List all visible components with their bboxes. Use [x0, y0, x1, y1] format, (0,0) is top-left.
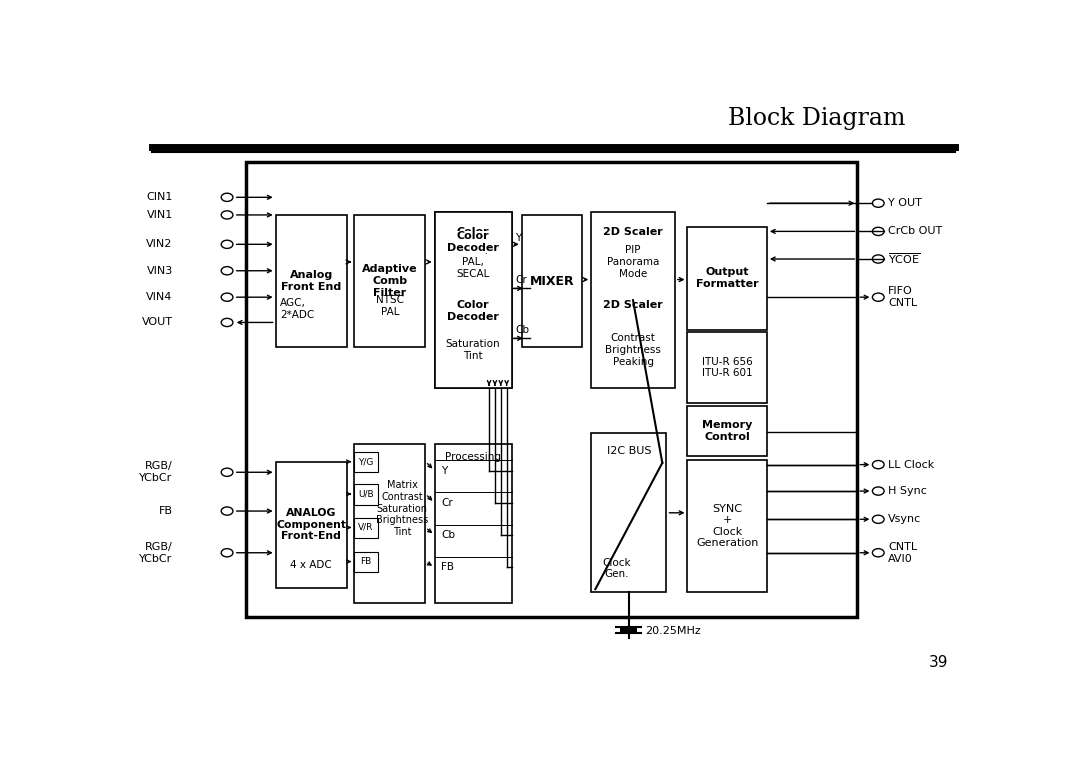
- Text: VIN1: VIN1: [147, 210, 173, 220]
- Bar: [434, 212, 512, 388]
- Bar: [591, 212, 675, 388]
- Text: Block Diagram: Block Diagram: [728, 107, 905, 130]
- Text: VIN3: VIN3: [147, 266, 173, 275]
- Text: LL Clock: LL Clock: [889, 459, 934, 470]
- Text: FIFO
CNTL: FIFO CNTL: [889, 286, 917, 308]
- Text: Color
Decoder: Color Decoder: [447, 300, 499, 322]
- Text: Y: Y: [515, 233, 522, 243]
- Text: Matrix
Contrast
Saturation
Brightness
Tint: Matrix Contrast Saturation Brightness Ti…: [376, 481, 428, 537]
- Bar: [275, 215, 347, 347]
- Text: Cb: Cb: [442, 530, 456, 540]
- Bar: [354, 484, 378, 504]
- Bar: [354, 452, 378, 472]
- Text: 39: 39: [929, 655, 948, 670]
- Text: FB: FB: [159, 506, 173, 516]
- Text: Vsync: Vsync: [889, 514, 921, 524]
- Text: CIN1: CIN1: [146, 192, 173, 202]
- Bar: [246, 162, 858, 617]
- Text: 2D Scaler: 2D Scaler: [603, 227, 663, 237]
- Text: VOUT: VOUT: [141, 317, 173, 327]
- Text: V/R: V/R: [359, 523, 374, 532]
- Bar: [354, 215, 426, 347]
- Text: I2C BUS: I2C BUS: [607, 446, 651, 456]
- Text: RGB/
YCbCr: RGB/ YCbCr: [139, 542, 173, 564]
- Text: ANALOG
Component
Front-End: ANALOG Component Front-End: [276, 508, 347, 542]
- Text: $\overline{\rm YCOE}$: $\overline{\rm YCOE}$: [889, 252, 920, 266]
- Text: 2D Scaler: 2D Scaler: [603, 300, 663, 310]
- Bar: [688, 406, 767, 456]
- Text: Color
Decoder: Color Decoder: [447, 231, 499, 253]
- Text: Memory
Control: Memory Control: [702, 420, 753, 442]
- Bar: [434, 212, 512, 388]
- Text: SYNC
+
Clock
Generation: SYNC + Clock Generation: [696, 504, 758, 549]
- Text: CNTL
AVI0: CNTL AVI0: [889, 542, 917, 564]
- Text: VIN2: VIN2: [146, 240, 173, 250]
- Text: 4 x ADC: 4 x ADC: [291, 559, 332, 569]
- Bar: [354, 552, 378, 572]
- Text: CrCb OUT: CrCb OUT: [889, 227, 943, 237]
- Text: Clock
Gen.: Clock Gen.: [602, 558, 631, 579]
- Text: Contrast
Brightness
Peaking: Contrast Brightness Peaking: [605, 333, 661, 367]
- Bar: [688, 460, 767, 592]
- Text: FB: FB: [442, 562, 455, 572]
- Text: RGB/
YCbCr: RGB/ YCbCr: [139, 462, 173, 483]
- Text: Color
Decoder: Color Decoder: [447, 227, 499, 248]
- Bar: [354, 517, 378, 538]
- Bar: [522, 215, 582, 347]
- Text: PIP
Panorama
Mode: PIP Panorama Mode: [607, 246, 659, 278]
- Text: H Sync: H Sync: [889, 486, 927, 496]
- Bar: [688, 333, 767, 403]
- Text: Analog
Front End: Analog Front End: [281, 270, 341, 291]
- Bar: [275, 462, 347, 588]
- Bar: [688, 227, 767, 330]
- Text: VIN4: VIN4: [146, 292, 173, 302]
- Text: Y OUT: Y OUT: [889, 198, 922, 208]
- Text: Adaptive
Comb
Filter: Adaptive Comb Filter: [362, 265, 418, 298]
- Text: Cr: Cr: [515, 275, 527, 285]
- Text: ITU-R 656
ITU-R 601: ITU-R 656 ITU-R 601: [702, 357, 753, 378]
- Text: Cb: Cb: [515, 324, 529, 334]
- Text: Processing: Processing: [445, 452, 501, 462]
- Bar: [354, 444, 426, 603]
- Text: Y/G: Y/G: [359, 457, 374, 466]
- Bar: [620, 627, 637, 632]
- Text: Cr: Cr: [442, 497, 454, 508]
- Bar: [591, 433, 666, 592]
- Text: NTSC,
PAL,
SECAL: NTSC, PAL, SECAL: [457, 246, 490, 278]
- Text: FB: FB: [361, 557, 372, 566]
- Text: AGC,
2*ADC: AGC, 2*ADC: [280, 298, 314, 320]
- Text: NTSC
PAL: NTSC PAL: [376, 295, 404, 317]
- Text: Output
Formatter: Output Formatter: [696, 267, 758, 289]
- Text: U/B: U/B: [359, 490, 374, 498]
- Text: Saturation
Tint: Saturation Tint: [446, 340, 500, 361]
- Text: 20.25MHz: 20.25MHz: [646, 626, 701, 636]
- Text: MIXER: MIXER: [529, 275, 575, 288]
- Text: Color
Decoder: Color Decoder: [447, 231, 499, 253]
- Bar: [434, 444, 512, 603]
- Text: Y: Y: [442, 465, 447, 475]
